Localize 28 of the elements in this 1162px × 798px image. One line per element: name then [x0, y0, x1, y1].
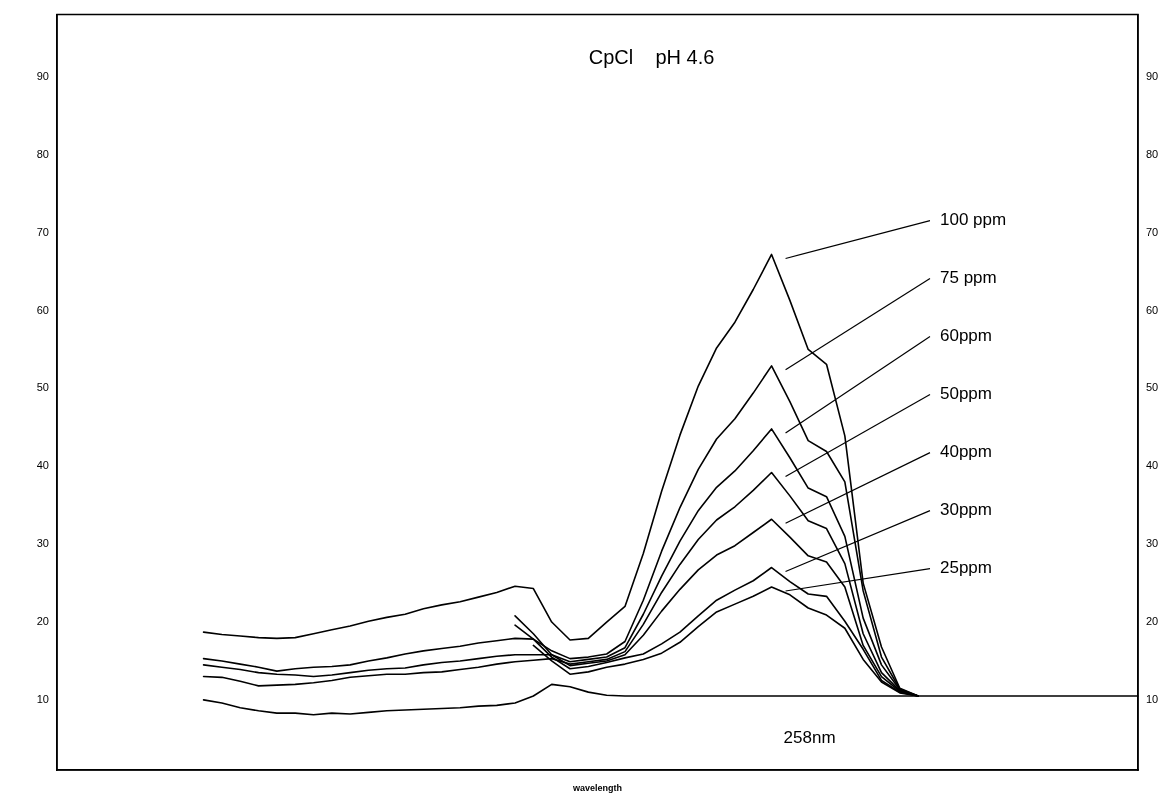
y-tick-label: 30	[36, 537, 49, 550]
text: 40ppm	[940, 442, 992, 462]
text: 25ppm	[940, 558, 992, 578]
y2-tick-label: 10	[1146, 692, 1159, 705]
y-tick-label: 80	[36, 147, 49, 160]
y-tick-label: 20	[36, 615, 49, 628]
y-tick-label: 10	[36, 692, 49, 705]
text: 50ppm	[940, 384, 992, 404]
y2-tick-label: 50	[1146, 381, 1159, 394]
y2-tick-label: 30	[1146, 537, 1159, 550]
y-tick-label: 40	[36, 459, 49, 472]
y2-tick-label: 20	[1146, 615, 1159, 628]
y2-tick-label: 80	[1146, 147, 1159, 160]
text: CpCl pH 4.6	[588, 46, 715, 69]
y-tick-label: 50	[36, 381, 49, 394]
y2-tick-label: 70	[1146, 225, 1159, 238]
annotation: 258nm	[783, 727, 836, 747]
y2-tick-label: 90	[1146, 69, 1159, 82]
y-tick-label: 70	[36, 225, 49, 238]
y-tick-label: 90	[36, 69, 49, 82]
x-axis-title: wavelength	[571, 783, 623, 794]
y-tick-label: 60	[36, 303, 49, 316]
text: 30ppm	[940, 500, 992, 520]
text: 60ppm	[940, 326, 992, 346]
text: 100 ppm	[940, 210, 1007, 230]
y2-tick-label: 40	[1146, 459, 1159, 472]
y2-tick-label: 60	[1146, 303, 1159, 316]
text: 75 ppm	[940, 268, 997, 288]
